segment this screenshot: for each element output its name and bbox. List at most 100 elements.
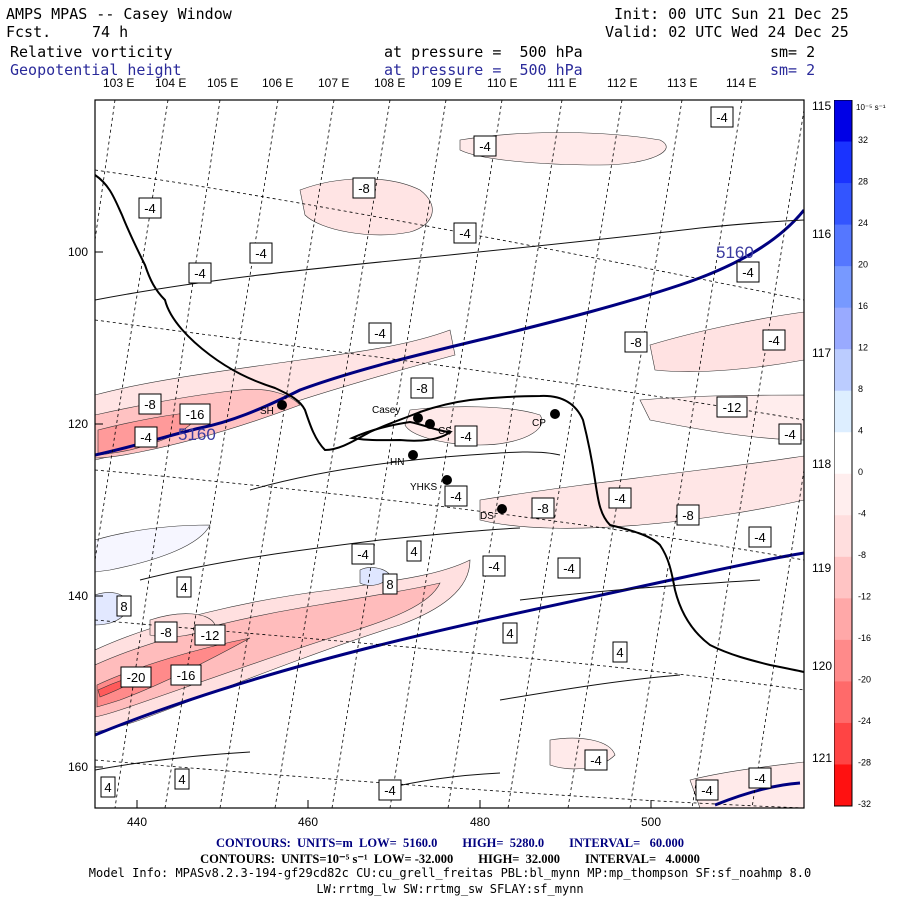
longitude-label: 109 E [431,76,463,90]
vorticity-label-text: -8 [682,508,694,523]
station-label: YHKS [410,482,438,493]
vorticity-contour-label: -8 [154,621,178,643]
longitude-label: 111 E [547,76,577,90]
vorticity-contour-label: 4 [502,622,518,644]
vorticity-contour-label: -4 [762,329,786,351]
vorticity-contour-labels: -4 -4 -8 -4 -4 -4 -4 -4 -4 -8 -4 -8 -8 -12 -16 -4 -4 -4 -8… [100,106,802,801]
vorticity-label-text: -4 [754,771,766,786]
longitude-label: 112 E [607,76,638,90]
colorbar-label: -24 [858,716,871,726]
footer-model-info: Model Info: MPASv8.2.3-194-gf29cd82c CU:… [88,866,812,880]
station-dot [442,475,452,485]
colorbar-label: -32 [858,799,871,809]
vorticity-label-text: -4 [590,753,602,768]
vorticity-contour-label: -4 [608,487,632,509]
vorticity-contour-label: -4 [584,749,608,771]
vorticity-label-text: -4 [255,246,267,261]
vorticity-label-text: -16 [186,407,205,422]
vorticity-label-text: -4 [357,547,369,562]
vorticity-label-box [351,543,375,565]
vorticity-label-box [410,377,434,399]
station-dot [497,504,507,514]
vorticity-label-text: 4 [180,580,187,595]
vorticity-label-box [453,222,477,244]
vorticity-label-box [736,261,760,283]
vorticity-contour-label: -4 [736,261,760,283]
vorticity-label-text: -8 [160,625,172,640]
vorticity-label-text: -4 [701,783,713,798]
colorbar-label: -12 [858,592,871,602]
map-title: AMPS MPAS -- Casey Window [6,5,232,23]
colorbar-cell [834,764,852,807]
vorticity-contour-label: -8 [138,393,162,415]
vorticity-label-text: 4 [178,772,185,787]
longitude-label: 104 E [155,76,187,90]
station-label: HN [390,457,404,468]
vorticity-contour-label: -4 [134,426,158,448]
colorbar-cell [834,639,852,682]
init-time: Init: 00 UTC Sun 21 Dec 25 [614,5,849,23]
station-dot [550,409,560,419]
vorticity-label-box [100,776,116,798]
vorticity-label-box [170,664,202,686]
vorticity-label-text: 4 [410,544,417,559]
field2-smoothing: sm= 2 [770,61,816,79]
x-tick-label: 480 [470,815,490,829]
vorticity-label-box [138,393,162,415]
vorticity-label-text: -8 [537,501,549,516]
vorticity-label-box [762,329,786,351]
lat-lon-grid [95,100,804,808]
field2-name: Geopotential height [10,61,182,79]
height-contour-label: 5160 [178,425,216,444]
vorticity-label-box [454,425,478,447]
colorbar-label: -28 [858,758,871,768]
forecast-value: 74 h [92,23,129,41]
longitude-label: 108 E [374,76,406,90]
vorticity-contour-label: -8 [410,377,434,399]
vorticity-label-box [176,576,192,598]
vorticity-label-text: -4 [754,530,766,545]
vorticity-label-text: 4 [506,626,513,641]
vorticity-label-text: -4 [450,489,462,504]
longitude-label: 107 E [318,76,350,90]
vorticity-contour-label: -4 [473,135,497,157]
vorticity-label-box [134,426,158,448]
vorticity-label-box [502,622,518,644]
vorticity-label-box [710,106,734,128]
vorticity-label-box [748,526,772,548]
vorticity-contour-label: 4 [612,641,628,663]
vorticity-label-text: -8 [416,381,428,396]
vorticity-label-text: -4 [460,429,472,444]
station-label: Casey [372,405,400,416]
longitude-label-row: 103 E 104 E 105 E 106 E 107 E 108 E 109 … [0,76,900,92]
vorticity-contour-label: -16 [170,664,202,686]
vorticity-label-box [748,767,772,789]
vorticity-contour-label: -4 [378,779,402,801]
colorbar: 10⁻⁵ s⁻¹ 32 28 24 20 16 12 8 4 0 -4 -8 -12 -16 -20 -24… [834,100,886,809]
station-markers: SH Casey CS HN YHKS DS CP [260,400,560,522]
vorticity-contour-label: -4 [778,423,802,445]
colorbar-cell [834,598,852,641]
vorticity-contour-label: -4 [453,222,477,244]
vorticity-contour-label: -8 [531,497,555,519]
colorbar-label: 24 [858,218,868,228]
longitude-label: 106 E [262,76,294,90]
vorticity-contour-label: -12 [716,396,748,418]
colorbar-cell [834,141,852,184]
axis-ticks [95,251,652,808]
field1-smoothing: sm= 2 [770,43,816,61]
colorbar-label: 20 [858,259,868,269]
x-tick-label: 440 [127,815,147,829]
vorticity-contour-label: -4 [695,779,719,801]
vorticity-label-box [378,779,402,801]
vorticity-label-box [116,595,132,617]
colorbar-cell [834,100,852,143]
vorticity-label-text: -4 [716,110,728,125]
vorticity-label-text: -4 [479,139,491,154]
station-dot [425,419,435,429]
footer-vorticity-contours: CONTOURS: UNITS=10⁻⁵ s⁻¹ LOW= -32.000 HI… [200,852,700,866]
vorticity-label-box [444,485,468,507]
vorticity-label-box [188,262,212,284]
vorticity-label-text: -4 [488,559,500,574]
